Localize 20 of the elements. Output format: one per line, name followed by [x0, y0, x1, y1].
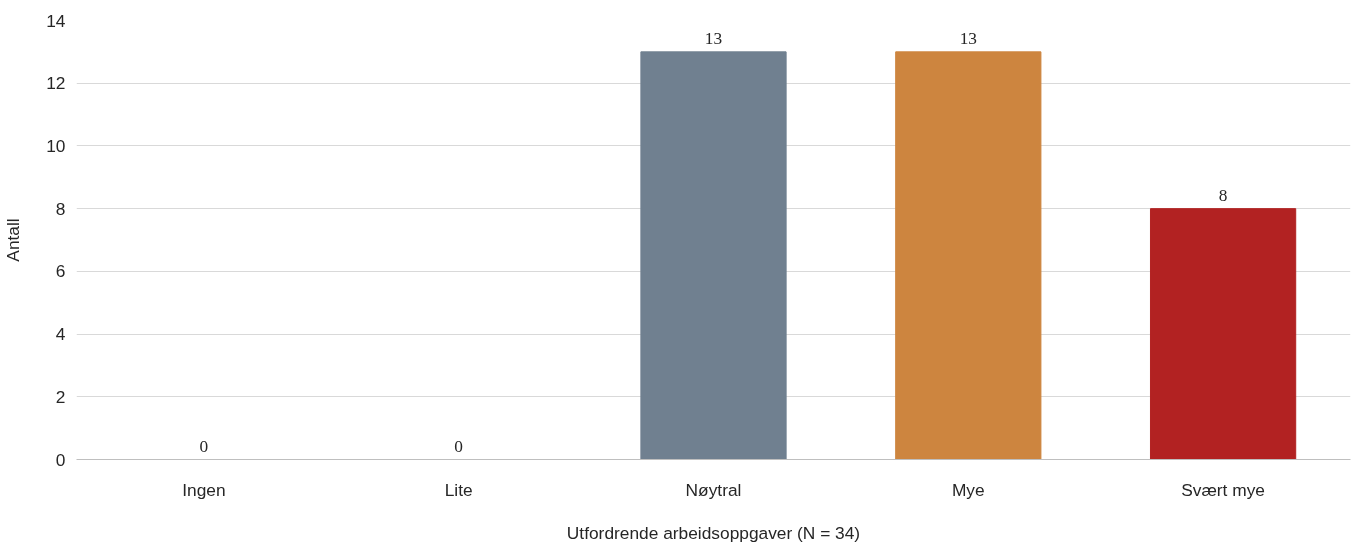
data-label: 13	[959, 28, 977, 48]
y-axis-title: Antall	[3, 218, 24, 262]
y-tick-label: 2	[55, 386, 66, 407]
data-label: 0	[199, 436, 209, 456]
y-tick-label: 10	[46, 135, 66, 156]
x-tick-label: Lite	[444, 479, 473, 500]
data-label: 8	[1218, 185, 1228, 205]
x-tick-label: Nøytral	[685, 479, 742, 500]
y-tick-label: 0	[55, 449, 66, 470]
x-tick-label: Ingen	[182, 479, 226, 500]
x-tick-label: Mye	[951, 479, 985, 500]
y-tick-label: 8	[55, 198, 66, 219]
y-tick-label: 12	[46, 73, 66, 94]
x-tick-label: Svært mye	[1181, 479, 1265, 500]
y-tick-label: 14	[46, 10, 66, 31]
x-axis-title: Utfordrende arbeidsoppgaver (N = 34)	[566, 522, 861, 543]
y-tick-label: 4	[55, 324, 66, 345]
y-tick-label: 6	[55, 261, 66, 282]
data-label: 0	[454, 436, 464, 456]
data-label: 13	[704, 28, 723, 48]
